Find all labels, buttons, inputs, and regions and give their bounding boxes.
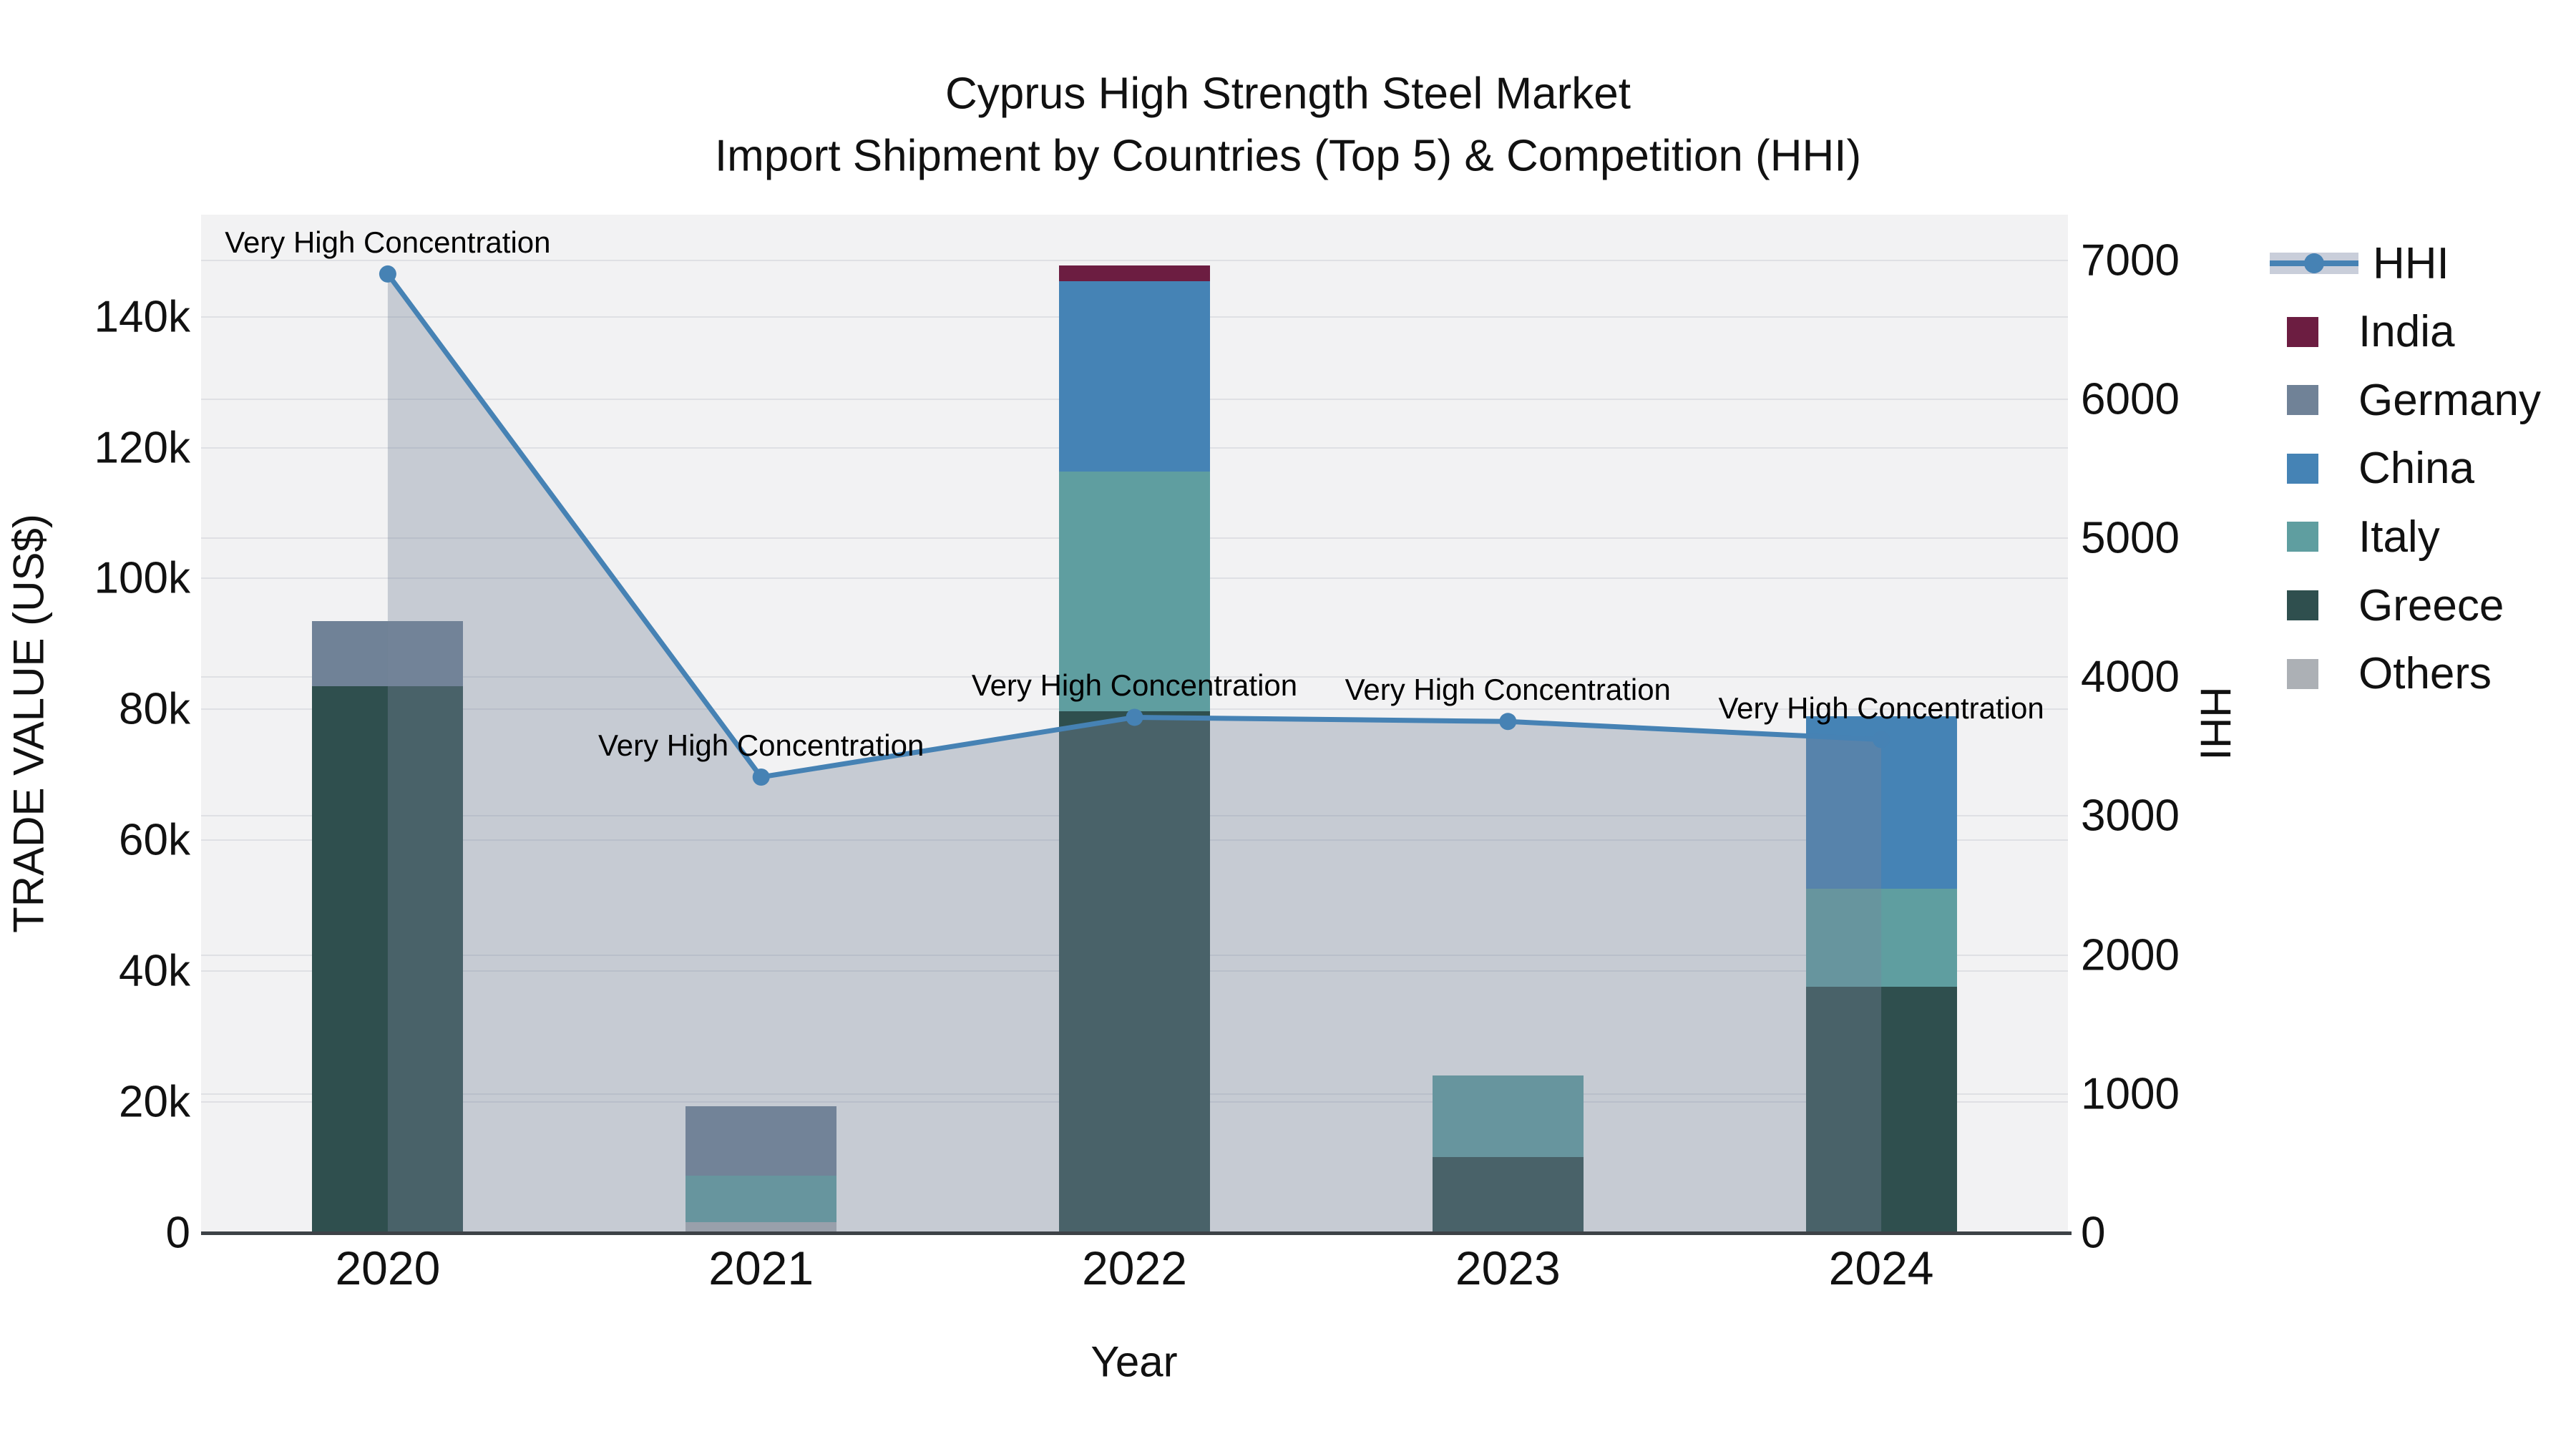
bar-segment-italy-2021[interactable] — [686, 1175, 836, 1223]
annotation-2023: Very High Concentration — [1345, 673, 1671, 707]
bar-segment-others-2021[interactable] — [686, 1222, 836, 1233]
y-tick-right-4000: 4000 — [2081, 652, 2180, 702]
x-tick-2024[interactable]: 2024 — [1828, 1241, 1934, 1294]
legend-swatch-germany — [2287, 385, 2318, 416]
legend-hhi-dot-icon — [2304, 253, 2324, 273]
chart-title-line1: Cyprus High Strength Steel Market — [945, 69, 1631, 119]
y-tick-left-60k: 60k — [119, 815, 190, 865]
bar-segment-greece-2020[interactable] — [312, 686, 463, 1233]
legend-item-greece[interactable]: Greece — [2270, 577, 2504, 634]
legend-item-others[interactable]: Others — [2270, 645, 2492, 703]
y-axis-title-right: HHI — [2191, 686, 2240, 761]
y-tick-right-2000: 2000 — [2081, 930, 2180, 980]
annotation-2022: Very High Concentration — [971, 668, 1298, 703]
legend-item-india[interactable]: India — [2270, 303, 2454, 361]
legend-swatch-others — [2287, 658, 2318, 689]
legend-label-germany: Germany — [2358, 375, 2541, 425]
y-tick-left-140k: 140k — [94, 292, 190, 342]
gridline-hhi-7000 — [201, 259, 2068, 261]
x-axis-title: Year — [1091, 1337, 1178, 1386]
legend-swatch-china — [2287, 453, 2318, 484]
x-tick-2023[interactable]: 2023 — [1455, 1241, 1561, 1294]
legend-label-italy: Italy — [2358, 512, 2440, 562]
x-tick-2021[interactable]: 2021 — [708, 1241, 814, 1294]
y-tick-right-3000: 3000 — [2081, 791, 2180, 841]
legend-label-greece: Greece — [2358, 580, 2504, 630]
annotation-2024: Very High Concentration — [1718, 691, 2044, 725]
annotation-2020: Very High Concentration — [225, 225, 551, 259]
bar-segment-germany-2021[interactable] — [686, 1106, 836, 1176]
legend-hhi-symbol — [2270, 253, 2358, 274]
x-tick-2020[interactable]: 2020 — [335, 1241, 441, 1294]
bar-segment-china-2024[interactable] — [1806, 716, 1957, 889]
bar-segment-india-2022[interactable] — [1059, 265, 1210, 282]
y-tick-right-7000: 7000 — [2081, 235, 2180, 285]
legend-item-italy[interactable]: Italy — [2270, 508, 2440, 565]
y-tick-left-20k: 20k — [119, 1077, 190, 1127]
bar-segment-greece-2023[interactable] — [1433, 1156, 1584, 1233]
legend-label-india: India — [2358, 307, 2455, 357]
legend-item-china[interactable]: China — [2270, 440, 2474, 497]
bar-segment-italy-2024[interactable] — [1806, 888, 1957, 987]
legend-item-germany[interactable]: Germany — [2270, 371, 2541, 429]
bar-segment-china-2022[interactable] — [1059, 281, 1210, 472]
bar-segment-germany-2020[interactable] — [312, 620, 463, 687]
chart-title-line2: Import Shipment by Countries (Top 5) & C… — [714, 131, 1862, 181]
y-tick-left-0: 0 — [165, 1208, 190, 1258]
y-tick-right-1000: 1000 — [2081, 1069, 2180, 1119]
x-tick-2022[interactable]: 2022 — [1082, 1241, 1187, 1294]
x-axis-line — [201, 1231, 2072, 1235]
y-tick-left-100k: 100k — [94, 553, 190, 603]
legend-swatch-greece — [2287, 590, 2318, 620]
legend-label-hhi: HHI — [2373, 238, 2449, 288]
y-tick-left-40k: 40k — [119, 946, 190, 996]
y-tick-right-0: 0 — [2081, 1208, 2106, 1258]
y-tick-left-80k: 80k — [119, 684, 190, 734]
bar-segment-italy-2023[interactable] — [1433, 1075, 1584, 1157]
legend-label-others: Others — [2358, 649, 2492, 699]
annotation-2021: Very High Concentration — [598, 728, 924, 762]
y-tick-right-6000: 6000 — [2081, 374, 2180, 424]
legend-label-china: China — [2358, 444, 2474, 494]
legend-item-hhi[interactable]: HHI — [2270, 235, 2449, 292]
bar-segment-greece-2024[interactable] — [1806, 987, 1957, 1233]
legend-swatch-italy — [2287, 522, 2318, 552]
bar-segment-greece-2022[interactable] — [1059, 711, 1210, 1233]
legend-swatch-india — [2287, 316, 2318, 347]
y-tick-left-120k: 120k — [94, 423, 190, 473]
y-tick-right-5000: 5000 — [2081, 513, 2180, 563]
